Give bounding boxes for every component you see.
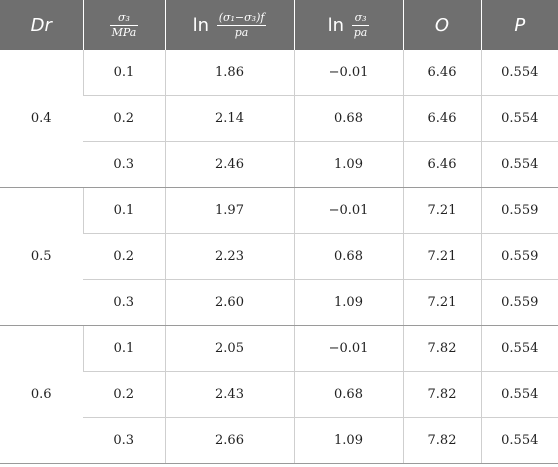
header-ln-deviator-denominator: pa	[234, 25, 249, 39]
sigma3-cell: 0.1	[82, 187, 165, 234]
table-row: 0.2 2.23 0.68 7.21 0.559	[0, 233, 558, 280]
o-cell: 7.82	[402, 325, 481, 372]
header-sigma3-numerator: σ₃	[109, 11, 139, 26]
table-row: 0.3 2.66 1.09 7.82 0.554	[0, 417, 558, 464]
ln-deviator-cell: 2.05	[164, 325, 294, 372]
o-cell: 7.82	[402, 417, 481, 464]
ln-sigma3-cell: 1.09	[293, 279, 403, 326]
header-p-label: P	[514, 14, 526, 36]
sigma3-cell: 0.3	[83, 417, 165, 464]
p-cell: 0.559	[480, 187, 558, 234]
ln-deviator-cell: 2.14	[164, 95, 294, 142]
p-cell: 0.554	[480, 325, 558, 372]
table-row: 0.6 0.1 2.05 −0.01 7.82 0.554	[0, 325, 558, 464]
o-cell: 7.21	[402, 233, 481, 280]
ln-sigma3-cell: 0.68	[293, 233, 403, 280]
dr-cell: 0.5	[0, 187, 83, 326]
ln-deviator-cell: 2.66	[164, 417, 294, 464]
ln-sigma3-cell: −0.01	[293, 325, 403, 372]
table-row: 0.2 2.14 0.68 6.46 0.554	[0, 95, 558, 142]
ln-deviator-cell: 2.23	[164, 233, 294, 280]
header-p: P	[480, 0, 558, 50]
o-cell: 7.21	[402, 279, 481, 326]
header-ln-sigma3-numerator: σ₃	[351, 11, 370, 26]
ln-deviator-cell: 1.97	[164, 187, 294, 234]
p-cell: 0.554	[480, 371, 558, 418]
header-o: O	[402, 0, 481, 50]
table-row: 0.3 2.46 1.09 6.46 0.554	[0, 141, 558, 188]
header-ln-sigma3-denominator: pa	[353, 25, 368, 39]
ln-deviator-cell: 2.46	[164, 141, 294, 188]
ln-deviator-cell: 2.60	[164, 279, 294, 326]
ln-deviator-cell: 1.86	[164, 50, 294, 96]
header-sigma3: σ₃ MPa	[82, 0, 165, 50]
header-ln-sigma3-prefix: ln	[327, 14, 345, 36]
p-cell: 0.559	[480, 233, 558, 280]
o-cell: 7.21	[402, 187, 481, 234]
p-cell: 0.554	[480, 417, 558, 464]
sigma3-cell: 0.2	[83, 371, 165, 418]
header-o-label: O	[434, 14, 450, 36]
ln-deviator-cell: 2.43	[164, 371, 294, 418]
header-ln-sigma3-fraction: σ₃ pa	[351, 11, 370, 39]
header-ln-deviator: ln (σ₁−σ₃)f pa	[164, 0, 294, 50]
header-ln-deviator-fraction: (σ₁−σ₃)f pa	[216, 10, 267, 39]
sigma3-cell: 0.3	[83, 279, 165, 326]
o-cell: 7.82	[402, 371, 481, 418]
o-cell: 6.46	[402, 95, 481, 142]
header-sigma3-fraction: σ₃ MPa	[109, 11, 139, 39]
header-ln-deviator-prefix: ln	[192, 14, 209, 36]
ln-sigma3-cell: −0.01	[293, 187, 403, 234]
p-cell: 0.554	[480, 141, 558, 188]
table-row: 0.5 0.1 1.97 −0.01 7.21 0.559	[0, 187, 558, 326]
sigma3-cell: 0.1	[82, 325, 165, 372]
dr-cell: 0.4	[0, 50, 83, 188]
ln-sigma3-cell: 1.09	[293, 417, 403, 464]
ln-sigma3-cell: 0.68	[293, 95, 403, 142]
header-ln-sigma3: ln σ₃ pa	[293, 0, 403, 50]
table-row: 0.4 0.1 1.86 −0.01 6.46 0.554	[0, 50, 558, 188]
ln-sigma3-cell: 0.68	[293, 371, 403, 418]
p-cell: 0.554	[480, 95, 558, 142]
ln-sigma3-cell: 1.09	[293, 141, 403, 188]
o-cell: 6.46	[402, 50, 481, 96]
header-sigma3-denominator: MPa	[111, 25, 137, 39]
header-row: Dr σ₃ MPa ln (σ₁−σ₃)f pa ln σ₃ pa	[0, 0, 558, 50]
header-dr-label: Dr	[30, 14, 52, 36]
sigma3-cell: 0.1	[82, 50, 165, 96]
header-dr: Dr	[0, 0, 83, 50]
o-cell: 6.46	[402, 141, 481, 188]
sigma3-cell: 0.3	[83, 141, 165, 188]
p-cell: 0.559	[480, 279, 558, 326]
header-ln-deviator-numerator: (σ₁−σ₃)f	[216, 10, 267, 26]
table-row: 0.3 2.60 1.09 7.21 0.559	[0, 279, 558, 326]
table-row: 0.2 2.43 0.68 7.82 0.554	[0, 371, 558, 418]
sigma3-cell: 0.2	[83, 233, 165, 280]
sigma3-cell: 0.2	[83, 95, 165, 142]
dr-cell: 0.6	[0, 325, 83, 464]
p-cell: 0.554	[480, 50, 558, 96]
ln-sigma3-cell: −0.01	[293, 50, 403, 96]
